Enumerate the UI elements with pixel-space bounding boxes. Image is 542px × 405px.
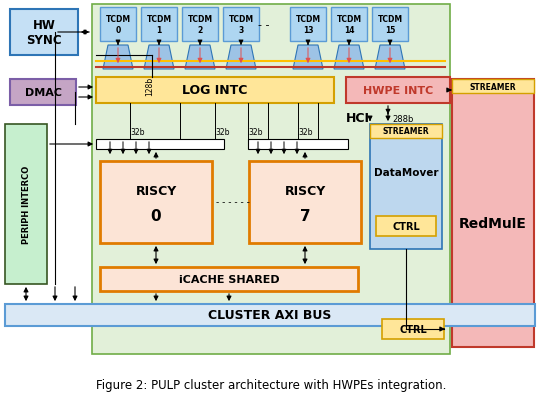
Text: STREAMER: STREAMER [383,127,429,136]
Text: 288b: 288b [392,115,414,124]
Text: 32b: 32b [130,128,145,137]
Polygon shape [185,46,215,70]
Text: TCDM
3: TCDM 3 [228,15,254,34]
Text: CTRL: CTRL [392,222,420,231]
Text: HWPE INTC: HWPE INTC [363,86,433,96]
Text: DataMover: DataMover [374,168,438,177]
Text: CLUSTER AXI BUS: CLUSTER AXI BUS [208,309,332,322]
Text: 0: 0 [151,209,162,224]
Bar [452,80,534,94]
Bar [182,8,218,42]
Bar [346,78,450,104]
Text: RISCY: RISCY [285,185,326,198]
Text: TCDM
15: TCDM 15 [377,15,403,34]
Bar [248,140,348,149]
Text: LOG INTC: LOG INTC [182,84,248,97]
Bar [100,267,358,291]
Bar [452,80,534,347]
Text: TCDM
1: TCDM 1 [146,15,172,34]
Text: HCI: HCI [346,112,370,125]
Text: 7: 7 [300,209,311,224]
Text: TCDM
2: TCDM 2 [188,15,212,34]
Text: - -: - - [258,20,270,30]
Polygon shape [226,46,256,70]
Bar [249,162,361,243]
Polygon shape [144,46,174,70]
Polygon shape [293,46,323,70]
Text: CTRL: CTRL [399,324,427,334]
Text: Figure 2: PULP cluster architecture with HWPEs integration.: Figure 2: PULP cluster architecture with… [96,379,446,392]
Bar [370,125,442,249]
Text: STREAMER: STREAMER [470,82,517,91]
Text: 32b: 32b [248,128,262,137]
Text: - - - - - -: - - - - - - [216,198,250,207]
Bar [100,162,212,243]
Text: HW
SYNC: HW SYNC [26,19,62,47]
Bar [382,319,444,339]
Bar [290,8,326,42]
Text: PERIPH INTERCO: PERIPH INTERCO [22,166,30,243]
Text: RedMulE: RedMulE [459,216,527,230]
Bar [372,8,408,42]
Bar [10,80,76,106]
Text: TCDM
14: TCDM 14 [337,15,362,34]
Text: DMAC: DMAC [24,88,61,98]
Text: iCACHE SHARED: iCACHE SHARED [179,274,279,284]
Bar [96,140,224,149]
Bar [331,8,367,42]
Bar [96,78,334,104]
Text: 128b: 128b [145,77,154,96]
Bar [5,304,535,326]
Bar [5,125,47,284]
Polygon shape [375,46,405,70]
Polygon shape [103,46,133,70]
Bar [92,5,450,354]
Bar [141,8,177,42]
Text: 32b: 32b [215,128,229,137]
Text: TCDM
13: TCDM 13 [295,15,320,34]
Text: TCDM
0: TCDM 0 [106,15,131,34]
Bar [376,216,436,237]
Bar [223,8,259,42]
Text: RISCY: RISCY [136,185,177,198]
Bar [10,10,78,56]
Bar [370,125,442,139]
Bar [100,8,136,42]
Text: 32b: 32b [298,128,313,137]
Polygon shape [334,46,364,70]
